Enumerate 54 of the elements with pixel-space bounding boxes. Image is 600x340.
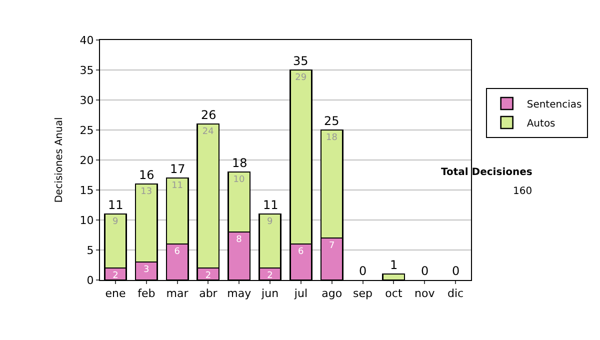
total-label: 25 [324, 114, 340, 128]
x-tick-label: dic [447, 287, 464, 300]
legend-label: Autos [526, 118, 556, 130]
y-tick-label: 15 [80, 184, 94, 197]
y-tick-label: 20 [80, 154, 94, 167]
data-label: 2 [112, 271, 118, 281]
x-tick-label: ene [105, 287, 126, 300]
x-tick-label: jul [293, 287, 308, 300]
total-label: 0 [421, 264, 429, 278]
x-tick-label: feb [138, 287, 156, 300]
total-label: 26 [201, 108, 216, 122]
total-label: 11 [108, 198, 124, 212]
y-tick-label: 0 [86, 274, 94, 287]
annotation: Total Decisiones [441, 167, 532, 178]
x-tick-label: abr [199, 287, 218, 300]
y-tick-label: 40 [80, 34, 94, 47]
data-label: 2 [267, 271, 273, 281]
total-label: 35 [293, 54, 308, 68]
x-tick-label: may [227, 287, 252, 300]
data-label: 24 [202, 127, 214, 137]
data-label: 2 [205, 271, 212, 281]
data-label: 8 [236, 235, 242, 245]
x-tick-label: jun [260, 287, 279, 300]
data-label: 6 [298, 247, 304, 257]
y-tick-label: 30 [80, 94, 94, 107]
x-tick-label: sep [353, 287, 373, 300]
text: 160 [513, 186, 532, 197]
y-tick-label: 5 [86, 244, 94, 257]
y-tick-label: 35 [80, 64, 94, 77]
y-tick-label: 25 [80, 124, 94, 137]
y-axis-title: Decisiones Anual [54, 117, 65, 203]
total-label: 1 [390, 258, 398, 272]
data-label: 29 [295, 73, 307, 83]
total-label: 11 [263, 198, 278, 212]
total-label: 0 [452, 264, 460, 278]
y-tick-label: 10 [80, 214, 94, 227]
x-tick-label: nov [414, 287, 436, 300]
data-label: 11 [172, 181, 184, 191]
data-label: 6 [174, 247, 180, 257]
total-label: 0 [359, 264, 367, 278]
legend-label: Sentencias [526, 99, 582, 110]
total-label: 16 [139, 168, 154, 182]
x-tick-label: oct [385, 287, 403, 300]
data-label: 13 [140, 187, 152, 197]
total-label: 18 [232, 156, 248, 170]
data-label: 9 [112, 217, 118, 227]
x-tick-label: mar [166, 287, 189, 300]
x-tick-label: ago [322, 287, 342, 300]
data-label: 3 [144, 265, 150, 275]
data-label: 10 [233, 175, 245, 185]
data-label: 7 [329, 241, 335, 251]
data-label: 18 [326, 133, 338, 143]
data-label: 9 [267, 217, 274, 227]
total-label: 17 [170, 162, 186, 176]
